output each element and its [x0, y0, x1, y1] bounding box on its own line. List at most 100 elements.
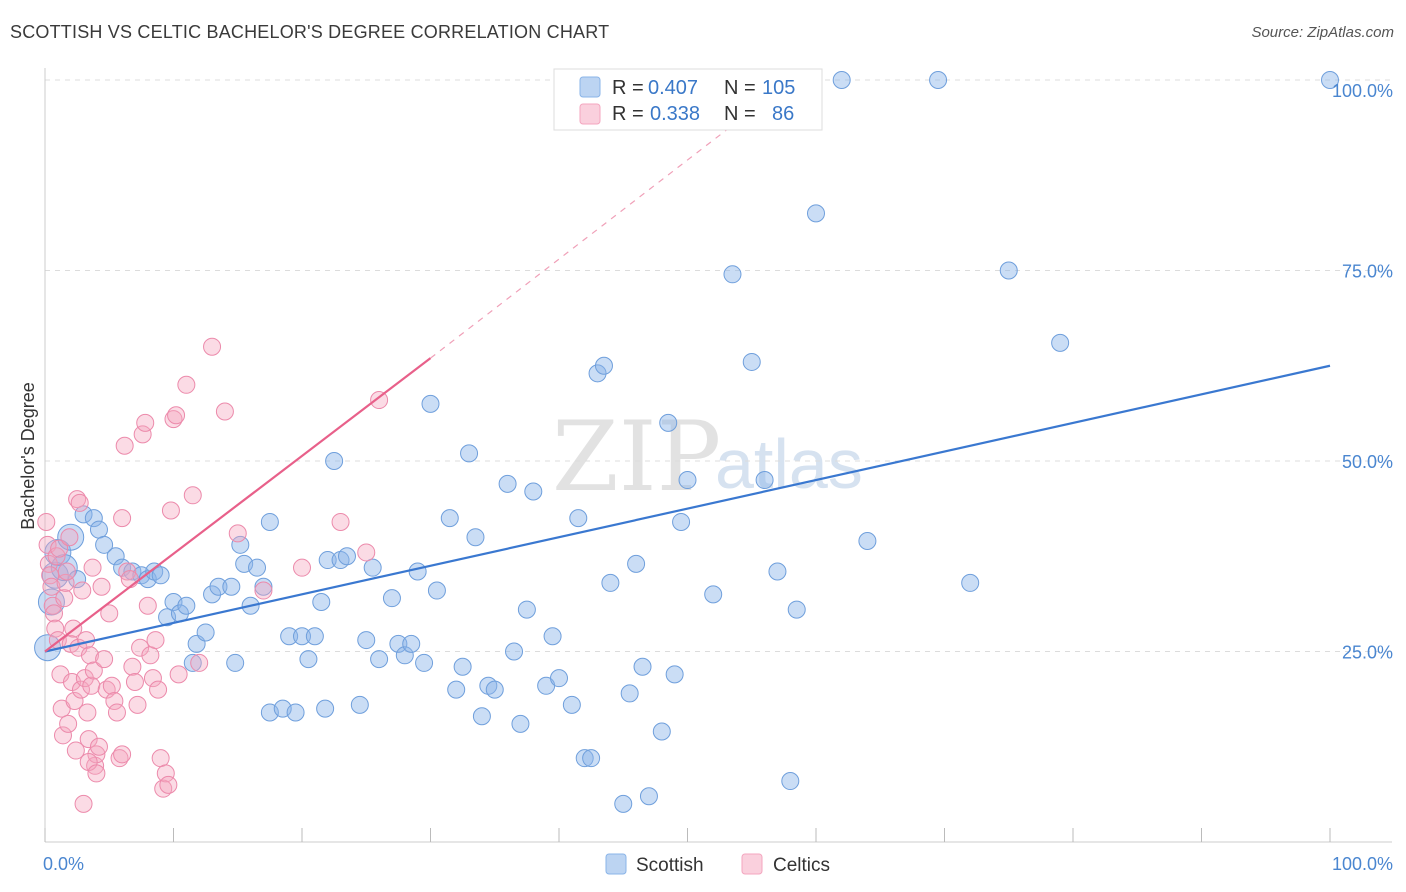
scottish-point	[832, 71, 851, 89]
y-axis-title: Bachelor's Degree	[18, 382, 38, 530]
scottish-point	[357, 631, 376, 650]
celtics-point	[151, 749, 170, 768]
celtics-point	[120, 570, 139, 589]
celtics-point	[331, 512, 350, 531]
scottish-point	[440, 509, 459, 528]
celtics-point	[131, 638, 150, 657]
legend-swatch-scottish	[579, 76, 601, 98]
scottish-point	[293, 627, 311, 646]
scottish-point	[312, 592, 331, 611]
celtics-point	[115, 436, 134, 455]
trend-line-celtics	[44, 357, 432, 653]
legend-n-celtics: 86	[772, 103, 794, 125]
celtics-point	[183, 486, 202, 505]
celtics-point	[79, 730, 98, 749]
scottish-point	[787, 600, 806, 619]
scottish-point	[652, 722, 671, 741]
celtics-point	[149, 680, 168, 699]
scottish-point	[569, 509, 588, 528]
bottom-legend-swatch-scottish	[605, 853, 627, 875]
celtics-point	[370, 391, 389, 410]
scottish-point	[151, 566, 170, 585]
legend-n-label-celtics: N =	[724, 103, 756, 125]
celtics-point	[66, 741, 85, 760]
scottish-point	[659, 413, 678, 432]
celtics-point	[177, 375, 196, 394]
scottish-point	[248, 558, 267, 577]
scottish-point	[781, 772, 800, 791]
scottish-point	[382, 589, 401, 608]
celtics-point	[215, 402, 234, 421]
scottish-point	[588, 364, 607, 383]
celtics-point	[102, 676, 121, 695]
celtics-point	[84, 661, 103, 680]
scottish-point	[305, 627, 324, 646]
scottish-point	[460, 444, 479, 463]
celtics-point	[138, 596, 157, 615]
celtics-point	[100, 604, 119, 623]
scottish-point	[723, 265, 742, 284]
scottish-point	[575, 749, 594, 768]
celtics-point	[357, 543, 376, 562]
scottish-point	[672, 512, 691, 531]
scottish-point	[543, 627, 562, 646]
legend-r-scottish: 0.407	[648, 77, 698, 99]
celtics-point	[60, 528, 79, 547]
bottom-legend: Scottish Celtics	[605, 853, 830, 876]
celtics-point	[143, 669, 162, 688]
celtics-point	[37, 512, 56, 531]
scottish-point	[961, 573, 980, 592]
chart-title: SCOTTISH VS CELTIC BACHELOR'S DEGREE COR…	[10, 22, 610, 42]
celtics-point	[46, 619, 65, 638]
scottish-point	[183, 653, 202, 672]
scottish-point	[316, 699, 335, 718]
scottish-point	[524, 482, 543, 501]
scottish-point	[254, 577, 273, 596]
legend-n-label-scottish: N =	[724, 77, 756, 99]
celtics-point	[83, 558, 102, 577]
celtics-point	[161, 501, 180, 520]
scottish-point	[84, 509, 103, 528]
bottom-legend-celtics: Celtics	[773, 855, 830, 876]
celtics-point	[53, 726, 72, 745]
scottish-point	[472, 707, 491, 726]
scottish-point	[620, 684, 639, 703]
celtics-point	[75, 669, 94, 688]
scottish-point	[485, 680, 504, 699]
scottish-point	[222, 577, 241, 596]
scottish-point	[231, 535, 250, 554]
scottish-point	[1051, 333, 1070, 352]
scottish-point	[550, 669, 568, 688]
scottish-point	[318, 551, 337, 570]
scottish-point	[807, 204, 825, 223]
celtics-point	[159, 775, 178, 794]
celtics-point	[228, 524, 247, 543]
celtics-point	[105, 692, 124, 711]
scottish-point	[665, 665, 684, 684]
celtics-point	[190, 653, 209, 672]
celtics-point	[71, 680, 90, 699]
data-points	[34, 71, 1339, 813]
scottish-point	[106, 547, 125, 566]
celtics-point	[57, 562, 76, 581]
celtics-point	[146, 631, 165, 650]
grid-lines	[45, 79, 1392, 652]
celtics-point	[42, 577, 61, 596]
celtics-point	[92, 577, 111, 596]
celtics-point	[74, 794, 93, 813]
scottish-point	[999, 261, 1018, 280]
trend-line-scottish	[44, 364, 1331, 653]
celtics-point	[87, 764, 106, 783]
celtics-point	[169, 665, 188, 684]
scottish-point	[177, 596, 196, 615]
celtics-point	[107, 703, 126, 722]
x-tick-label: 0.0%	[43, 854, 84, 874]
scottish-point	[511, 714, 530, 733]
y-tick-label: 50.0%	[1342, 452, 1393, 472]
celtics-point	[125, 672, 144, 691]
celtics-point	[203, 337, 222, 356]
scottish-point	[562, 695, 581, 714]
chart-source: Source: ZipAtlas.com	[1251, 24, 1394, 41]
celtics-point	[113, 509, 132, 528]
celtics-point	[56, 573, 75, 592]
